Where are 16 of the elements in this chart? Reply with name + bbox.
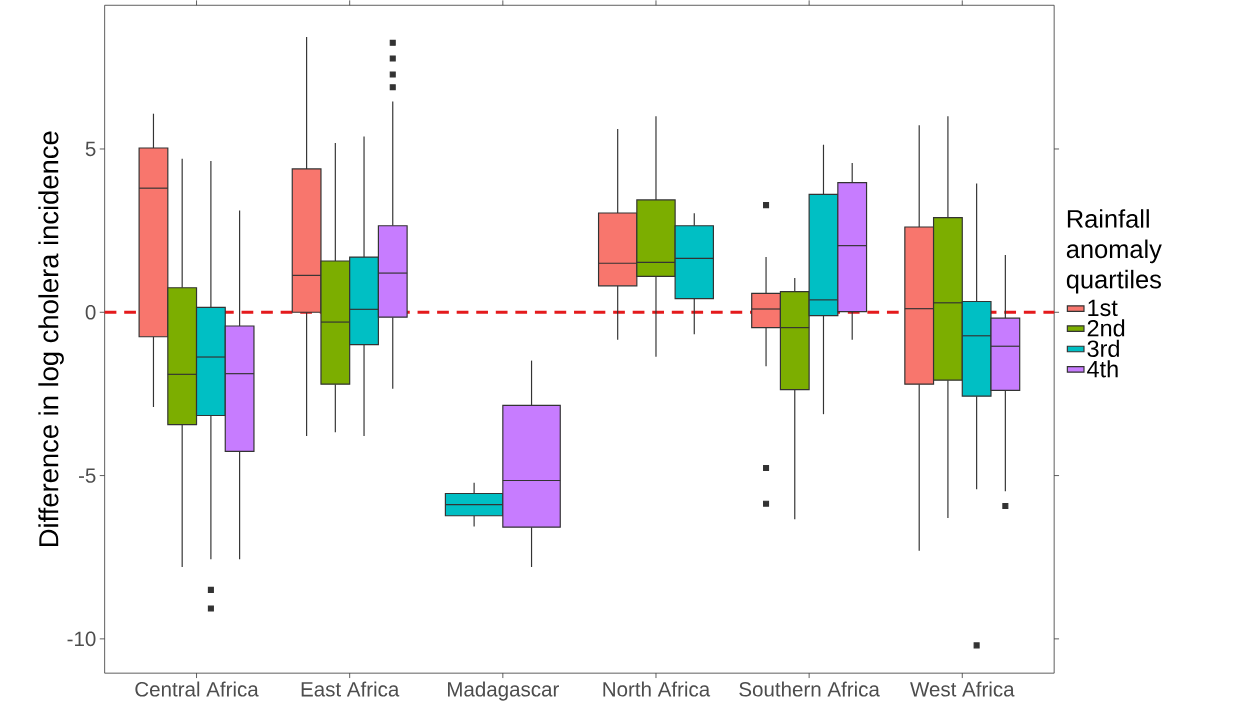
legend-title: Rainfall anomaly quartiles [1066,209,1162,294]
legend-label: 2nd [1087,319,1125,337]
x-tick-label: West Africa [910,681,1015,697]
legend-label: 1st [1088,299,1118,316]
y-tick-label: -10 [67,631,96,646]
x-tick-label: Central Africa [135,681,259,697]
x-tick-label: North Africa [603,681,711,697]
x-tick-label: East Africa [301,681,400,697]
y-tick-label: 5 [85,141,96,156]
x-tick-label: Southern Africa [739,681,880,697]
legend-label: 3rd [1087,339,1119,357]
legend-label: 4th [1087,360,1118,378]
y-tick-label: 0 [85,304,96,320]
y-axis-title: Difference in log cholera incidence [38,131,64,546]
y-tick-label: -5 [78,468,96,483]
x-tick-label: Madagascar [448,681,559,701]
